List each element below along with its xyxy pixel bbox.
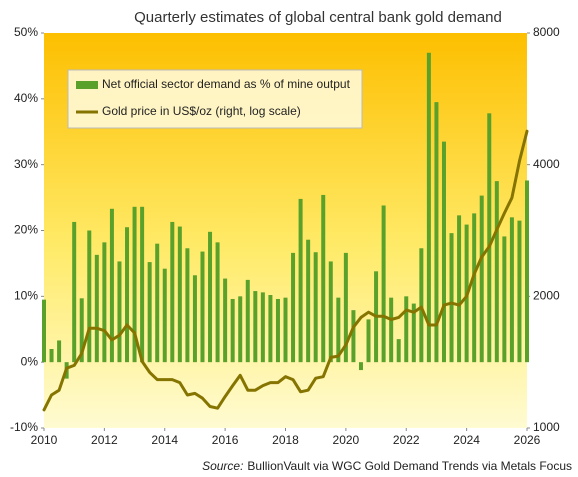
bar <box>102 242 107 363</box>
bar <box>434 102 439 363</box>
bar <box>223 278 228 363</box>
bar <box>87 230 92 363</box>
bar <box>230 298 235 363</box>
bar <box>517 220 522 363</box>
y-tick-label: 40% <box>14 91 38 105</box>
bar <box>125 227 130 363</box>
bar <box>291 252 296 363</box>
bar <box>509 217 514 363</box>
legend-label: Gold price in US$/oz (right, log scale) <box>102 104 301 118</box>
bar <box>298 198 303 363</box>
bar <box>472 213 477 363</box>
bar <box>487 113 492 363</box>
x-tick-label: 2010 <box>31 433 58 447</box>
x-tick-label: 2022 <box>393 433 420 447</box>
bar <box>162 268 167 363</box>
bar <box>366 319 371 363</box>
bar <box>457 215 462 363</box>
bar <box>449 233 454 363</box>
bar <box>253 291 258 363</box>
bar <box>185 248 190 363</box>
y2-tick-label: 8000 <box>533 25 560 39</box>
source: Source: BullionVault via WGC Gold Demand … <box>202 459 572 473</box>
bar <box>155 243 160 363</box>
bar <box>419 248 424 363</box>
x-tick-label: 2014 <box>151 433 178 447</box>
x-tick-label: 2018 <box>272 433 299 447</box>
bar <box>72 221 77 363</box>
bar <box>170 221 175 363</box>
bar <box>351 310 356 363</box>
legend: Net official sector demand as % of mine … <box>67 69 363 129</box>
y-tick-label: -10% <box>10 420 38 434</box>
x-tick-label: 2012 <box>91 433 118 447</box>
bar <box>396 339 401 363</box>
x-tick-label: 2024 <box>453 433 480 447</box>
bar <box>426 52 431 363</box>
bar <box>140 206 145 363</box>
y-tick-label: 20% <box>14 223 38 237</box>
bar <box>313 252 318 363</box>
bar <box>404 296 409 363</box>
bar <box>306 239 311 363</box>
y-tick-label: 30% <box>14 157 38 171</box>
source-text: BullionVault via WGC Gold Demand Trends … <box>247 459 572 473</box>
bar <box>177 226 182 363</box>
bar <box>132 206 137 363</box>
chart-title: Quarterly estimates of global central ba… <box>134 9 502 26</box>
y2-tick-label: 1000 <box>533 420 560 434</box>
bar <box>336 297 341 363</box>
bar <box>502 236 507 363</box>
bar <box>109 208 114 363</box>
bar <box>79 298 84 363</box>
bar <box>57 340 62 363</box>
x-tick-label: 2026 <box>514 433 541 447</box>
legend-label: Net official sector demand as % of mine … <box>102 77 351 91</box>
bar <box>328 261 333 363</box>
legend-swatch <box>76 81 98 89</box>
price-line <box>42 129 529 412</box>
y-tick-label: 0% <box>21 354 39 368</box>
bar <box>525 180 529 363</box>
bar <box>260 292 265 363</box>
bar <box>479 195 484 363</box>
y-tick-label: 50% <box>14 25 38 39</box>
bar <box>117 261 122 363</box>
y-tick-label: 10% <box>14 289 38 303</box>
bar <box>94 254 99 363</box>
source-label: Source: <box>202 459 243 473</box>
bar <box>245 279 250 363</box>
x-tick-label: 2016 <box>212 433 239 447</box>
bar <box>192 275 197 363</box>
bar <box>343 252 348 363</box>
bar <box>42 299 46 363</box>
bar <box>268 295 273 363</box>
legend-box <box>67 69 363 129</box>
bar <box>147 262 152 363</box>
y2-tick-label: 2000 <box>533 289 560 303</box>
bar <box>238 296 243 363</box>
bar <box>411 303 416 363</box>
bar <box>49 349 54 363</box>
bar <box>275 298 280 363</box>
bar <box>441 141 446 363</box>
bar <box>494 181 499 363</box>
bar <box>321 194 326 363</box>
bar <box>200 251 205 363</box>
bar <box>381 205 386 363</box>
bar <box>389 297 394 363</box>
x-tick-label: 2020 <box>333 433 360 447</box>
bar <box>208 231 213 363</box>
y2-tick-label: 4000 <box>533 157 560 171</box>
bar <box>283 297 288 363</box>
bar <box>358 362 363 371</box>
bar <box>215 242 220 363</box>
